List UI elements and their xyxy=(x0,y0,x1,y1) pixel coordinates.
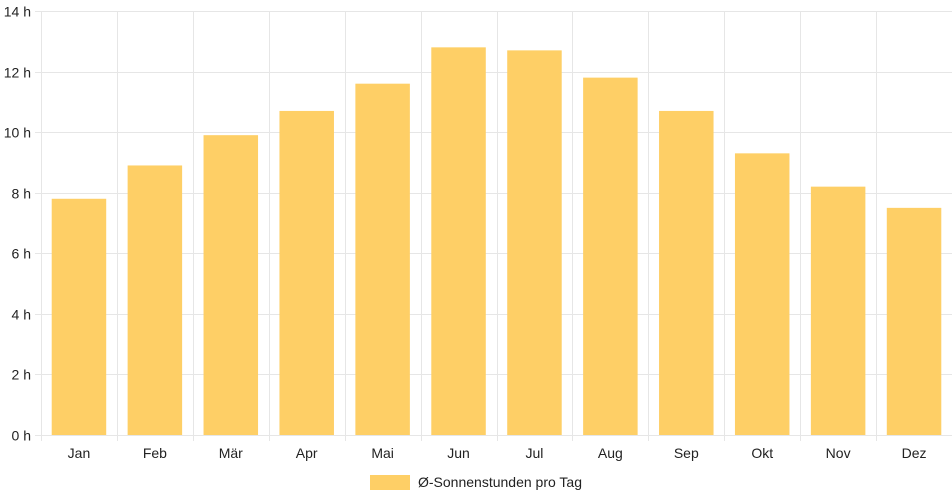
y-tick-label: 0 h xyxy=(12,428,31,444)
x-tick-label: Okt xyxy=(751,445,773,461)
grid-lines xyxy=(35,11,952,441)
y-tick-label: 14 h xyxy=(4,4,31,20)
bar-Feb[interactable] xyxy=(127,165,183,435)
x-tick-label: Jun xyxy=(447,445,470,461)
x-tick-label: Mär xyxy=(219,445,243,461)
x-tick-label: Feb xyxy=(143,445,167,461)
bar-Apr[interactable] xyxy=(279,110,334,435)
bar-Jun[interactable] xyxy=(431,47,486,435)
x-tick-label: Dez xyxy=(902,445,927,461)
y-tick-label: 12 h xyxy=(4,65,31,81)
legend-label: Ø-Sonnenstunden pro Tag xyxy=(418,474,582,490)
y-tick-label: 10 h xyxy=(4,125,31,141)
y-tick-label: 6 h xyxy=(12,246,31,262)
legend[interactable]: Ø-Sonnenstunden pro Tag xyxy=(370,474,582,490)
x-tick-label: Aug xyxy=(598,445,623,461)
bar-Nov[interactable] xyxy=(810,186,866,435)
y-axis-ticks: 0 h 2 h 4 h 6 h 8 h 10 h 12 h 14 h xyxy=(4,4,31,444)
bar-Dez[interactable] xyxy=(886,207,942,435)
x-tick-label: Nov xyxy=(826,445,851,461)
bar-Jul[interactable] xyxy=(507,50,562,435)
bar-Mai[interactable] xyxy=(355,83,410,435)
x-tick-label: Apr xyxy=(296,445,318,461)
bar-Okt[interactable] xyxy=(734,153,790,436)
y-tick-label: 8 h xyxy=(12,186,31,202)
bars xyxy=(51,47,942,436)
bar-Mär[interactable] xyxy=(203,135,259,435)
x-tick-label: Jul xyxy=(526,445,544,461)
bar-Aug[interactable] xyxy=(583,77,638,435)
legend-swatch xyxy=(370,475,410,490)
y-tick-label: 2 h xyxy=(12,367,31,383)
x-tick-label: Jan xyxy=(68,445,91,461)
x-tick-label: Mai xyxy=(371,445,394,461)
bar-Sep[interactable] xyxy=(659,110,714,435)
y-tick-label: 4 h xyxy=(12,307,31,323)
x-axis-ticks: Jan Feb Mär Apr Mai Jun Jul Aug Sep Okt Nov Dez xyxy=(68,445,927,461)
bar-Jan[interactable] xyxy=(51,198,107,435)
x-tick-label: Sep xyxy=(674,445,699,461)
